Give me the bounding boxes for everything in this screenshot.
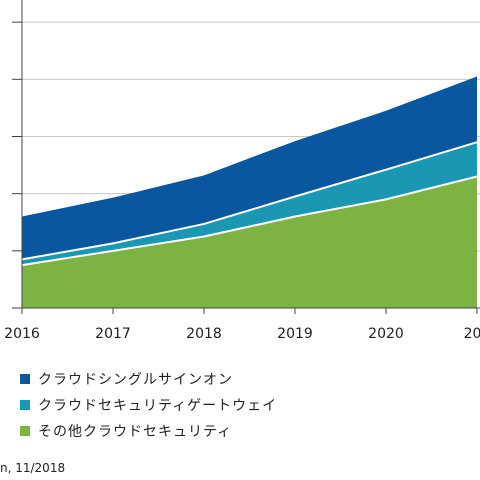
stacked-area-chart: 2016 2017 2018 2019 2020 202 — [4, 0, 480, 342]
area-クラウドシングルサインオン — [22, 76, 477, 260]
x-tick-label: 2019 — [277, 326, 313, 342]
legend-swatch-security-gateway — [20, 400, 30, 410]
legend-item-single-sign-on: クラウドシングルサインオン — [20, 366, 277, 392]
legend-label-single-sign-on: クラウドシングルサインオン — [38, 372, 233, 388]
x-tick-label: 202 — [464, 326, 480, 342]
legend-item-security-gateway: クラウドセキュリティゲートウェイ — [20, 392, 277, 418]
y-axis-ticks — [12, 21, 22, 309]
x-tick-label: 2018 — [186, 326, 222, 342]
legend-label-security-gateway: クラウドセキュリティゲートウェイ — [38, 398, 278, 414]
axes — [21, 0, 480, 309]
legend-item-other-security: その他クラウドセキュリティ — [20, 418, 277, 444]
separator-line — [21, 141, 478, 261]
areas — [22, 76, 477, 308]
x-axis-ticks: 2016 2017 2018 2019 2020 202 — [4, 308, 480, 342]
legend-swatch-single-sign-on — [20, 374, 30, 384]
x-tick-label: 2016 — [4, 326, 40, 342]
area-クラウドセキュリティゲートウェイ — [22, 142, 477, 266]
area-その他クラウドセキュリティ — [22, 176, 477, 308]
legend: クラウドシングルサインオン クラウドセキュリティゲートウェイ その他クラウドセキ… — [20, 366, 277, 444]
source-note: n, 11/2018 — [0, 461, 66, 475]
x-tick-label: 2017 — [95, 326, 131, 342]
series-separators — [21, 141, 478, 267]
legend-swatch-other-security — [20, 426, 30, 436]
x-tick-label: 2020 — [368, 326, 404, 342]
legend-label-other-security: その他クラウドセキュリティ — [38, 424, 233, 440]
separator-line — [21, 175, 478, 267]
